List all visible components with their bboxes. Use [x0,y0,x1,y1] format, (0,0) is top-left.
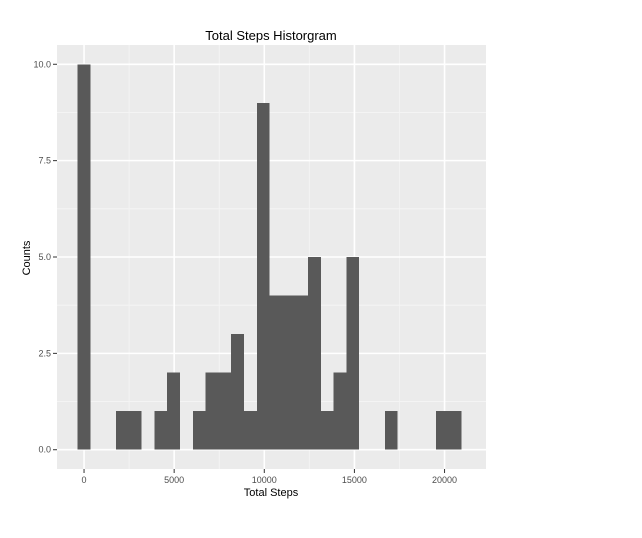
histogram-bar [154,411,168,450]
histogram-bar [320,411,334,450]
histogram-bar [167,372,181,450]
histogram-bar [205,372,219,450]
histogram-bar [218,372,232,450]
histogram-bar [295,295,309,450]
histogram-bar [77,64,91,450]
histogram-bar [333,372,347,450]
histogram-bar [282,295,296,450]
histogram-bars [77,64,462,450]
x-tick-label: 5000 [164,475,184,485]
y-tick-label: 0.0 [38,445,51,455]
y-tick-label: 2.5 [38,348,51,358]
histogram-bar [244,411,257,450]
y-axis-label: Counts [21,240,33,275]
histogram-bar [448,411,462,450]
histogram-bar [256,102,270,450]
x-tick-label: 0 [82,475,87,485]
histogram-bar [269,295,283,450]
x-tick-label: 20000 [432,475,457,485]
histogram-bar [128,411,142,450]
axes: 0 5000 10000 15000 20000 0.0 2.5 5.0 7.5 10.0 [33,59,457,485]
histogram-bar [231,334,245,450]
x-tick-label: 15000 [342,475,367,485]
histogram-bar [346,257,360,450]
y-tick-label: 5.0 [38,252,51,262]
histogram-bar [308,257,321,450]
chart-title: Total Steps Historgram [205,28,337,43]
histogram-bar [435,411,449,450]
histogram-bar [192,411,206,450]
histogram-bar [116,411,129,450]
y-tick-label: 7.5 [38,156,51,166]
y-tick-label: 10.0 [33,59,51,69]
x-tick-label: 10000 [252,475,277,485]
x-axis-label: Total Steps [244,487,299,499]
histogram-bar [384,411,398,450]
